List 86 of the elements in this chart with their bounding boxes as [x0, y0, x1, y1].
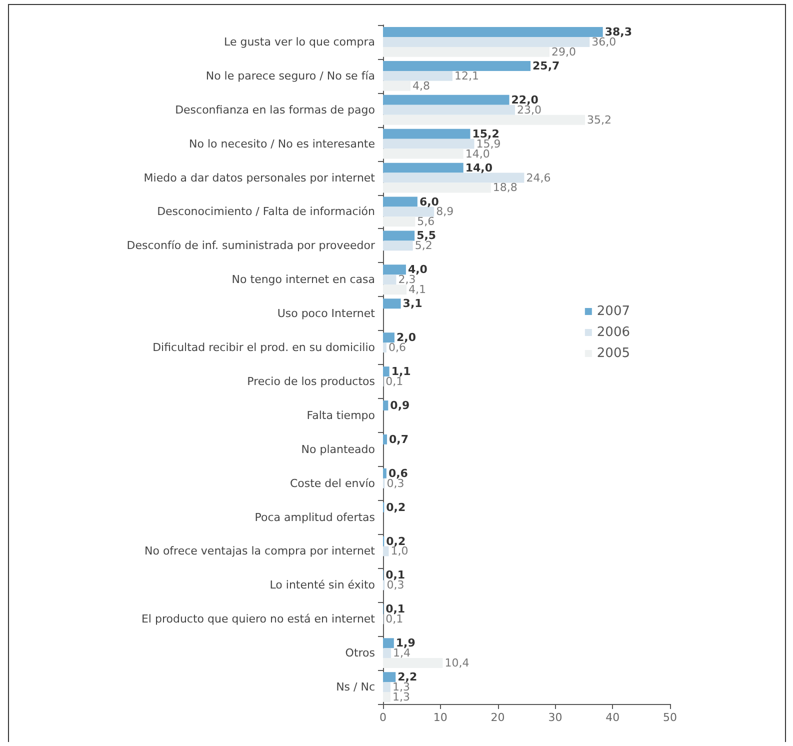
y-tick-label: El producto que quiero no está en internet: [141, 612, 376, 626]
y-tick-label: Lo intenté sin éxito: [270, 578, 376, 592]
data-label: 35,2: [587, 113, 612, 126]
legend-label: 2006: [596, 325, 630, 340]
data-label: 14,0: [465, 147, 490, 160]
y-tick-label: Desconfianza en las formas de pago: [175, 103, 376, 116]
bar: [383, 682, 390, 692]
y-tick-label: Otros: [345, 646, 376, 660]
data-label: 14,0: [465, 161, 493, 174]
bar: [383, 114, 586, 125]
bar: [383, 27, 603, 37]
data-label: 3,1: [402, 297, 422, 310]
data-label: 24,6: [526, 171, 551, 184]
data-label: 15,2: [472, 127, 500, 140]
data-label: 4,8: [412, 79, 430, 92]
bar: [383, 342, 386, 353]
data-label: 0,7: [389, 432, 409, 446]
y-tick-label: Coste del envío: [290, 476, 376, 490]
bar: [383, 172, 524, 183]
bar: [383, 298, 401, 309]
bar: [383, 230, 415, 241]
y-tick-label: Miedo a dar datos personales por internet: [144, 171, 376, 184]
x-tick-label: 10: [433, 711, 448, 724]
bar: [383, 104, 516, 115]
data-label: 0,6: [388, 466, 408, 480]
bar: [383, 400, 388, 410]
bar: [383, 546, 389, 556]
legend-label: 2005: [596, 346, 630, 361]
bar: [383, 46, 550, 57]
bar: [383, 196, 418, 207]
bar: [383, 366, 390, 376]
y-tick-label: Falta tiempo: [306, 408, 376, 422]
y-tick-label: No le parece seguro / No se fía: [206, 69, 375, 82]
y-tick-label: No tengo internet en casa: [232, 273, 375, 286]
x-tick-label: 50: [663, 711, 677, 724]
bar: [383, 240, 413, 251]
data-label: 0,2: [386, 500, 406, 514]
data-label: 25,7: [532, 59, 560, 72]
bar: [383, 182, 491, 193]
bar: [383, 216, 416, 227]
data-label: 29,0: [551, 45, 576, 58]
y-tick-label: No ofrece ventajas la compra por internet: [144, 544, 376, 558]
data-label: 18,8: [492, 181, 518, 194]
x-tick-label: 0: [380, 711, 386, 724]
bar: [383, 94, 510, 105]
bar: [383, 162, 464, 173]
bar: [383, 138, 474, 149]
y-tick-label: Precio de los productos: [247, 374, 376, 388]
y-tick-label: Ns / Nc: [336, 680, 375, 694]
bar: [383, 206, 434, 217]
y-tick-label: Poca amplitud ofertas: [254, 510, 376, 524]
bar: [383, 264, 406, 275]
y-tick-label: Dificultad recibir el prod. en su domicilio: [152, 341, 376, 354]
x-tick-label: 30: [548, 711, 562, 724]
bar: [383, 468, 386, 478]
bar: [383, 70, 452, 81]
data-label: 1,1: [391, 365, 411, 378]
y-tick-label: Le gusta ver lo que compra: [224, 35, 375, 48]
y-tick-label: Desconocimiento / Falta de información: [157, 205, 376, 218]
bar: [383, 692, 390, 702]
y-tick-label: Uso poco Internet: [277, 307, 376, 320]
x-tick-label: 20: [490, 711, 505, 724]
bar: [383, 274, 396, 285]
data-label: 10,4: [444, 656, 470, 670]
y-tick-label: No lo necesito / No es interesante: [189, 137, 376, 150]
legend-label: 2007: [596, 304, 630, 319]
bar: [383, 648, 392, 658]
bar: [383, 672, 396, 682]
x-tick-label: 40: [606, 711, 620, 724]
bar: [383, 60, 531, 71]
bar: [383, 148, 464, 159]
y-tick-label: No planteado: [301, 442, 376, 456]
bar: [383, 128, 470, 139]
y-tick-label: Desconfío de inf. suministrada por proveedor: [126, 239, 376, 252]
bar: [383, 434, 388, 444]
bar: [383, 658, 443, 668]
bar: [383, 332, 394, 343]
bar: [383, 36, 590, 47]
bar: [383, 284, 407, 295]
data-label: 0,9: [390, 398, 410, 412]
bar: [383, 638, 394, 648]
data-label: 22,0: [511, 93, 539, 106]
data-label: 1,9: [396, 636, 416, 650]
data-label: 5,6: [417, 215, 435, 228]
data-label: 12,1: [454, 69, 479, 82]
bar: [383, 80, 411, 91]
